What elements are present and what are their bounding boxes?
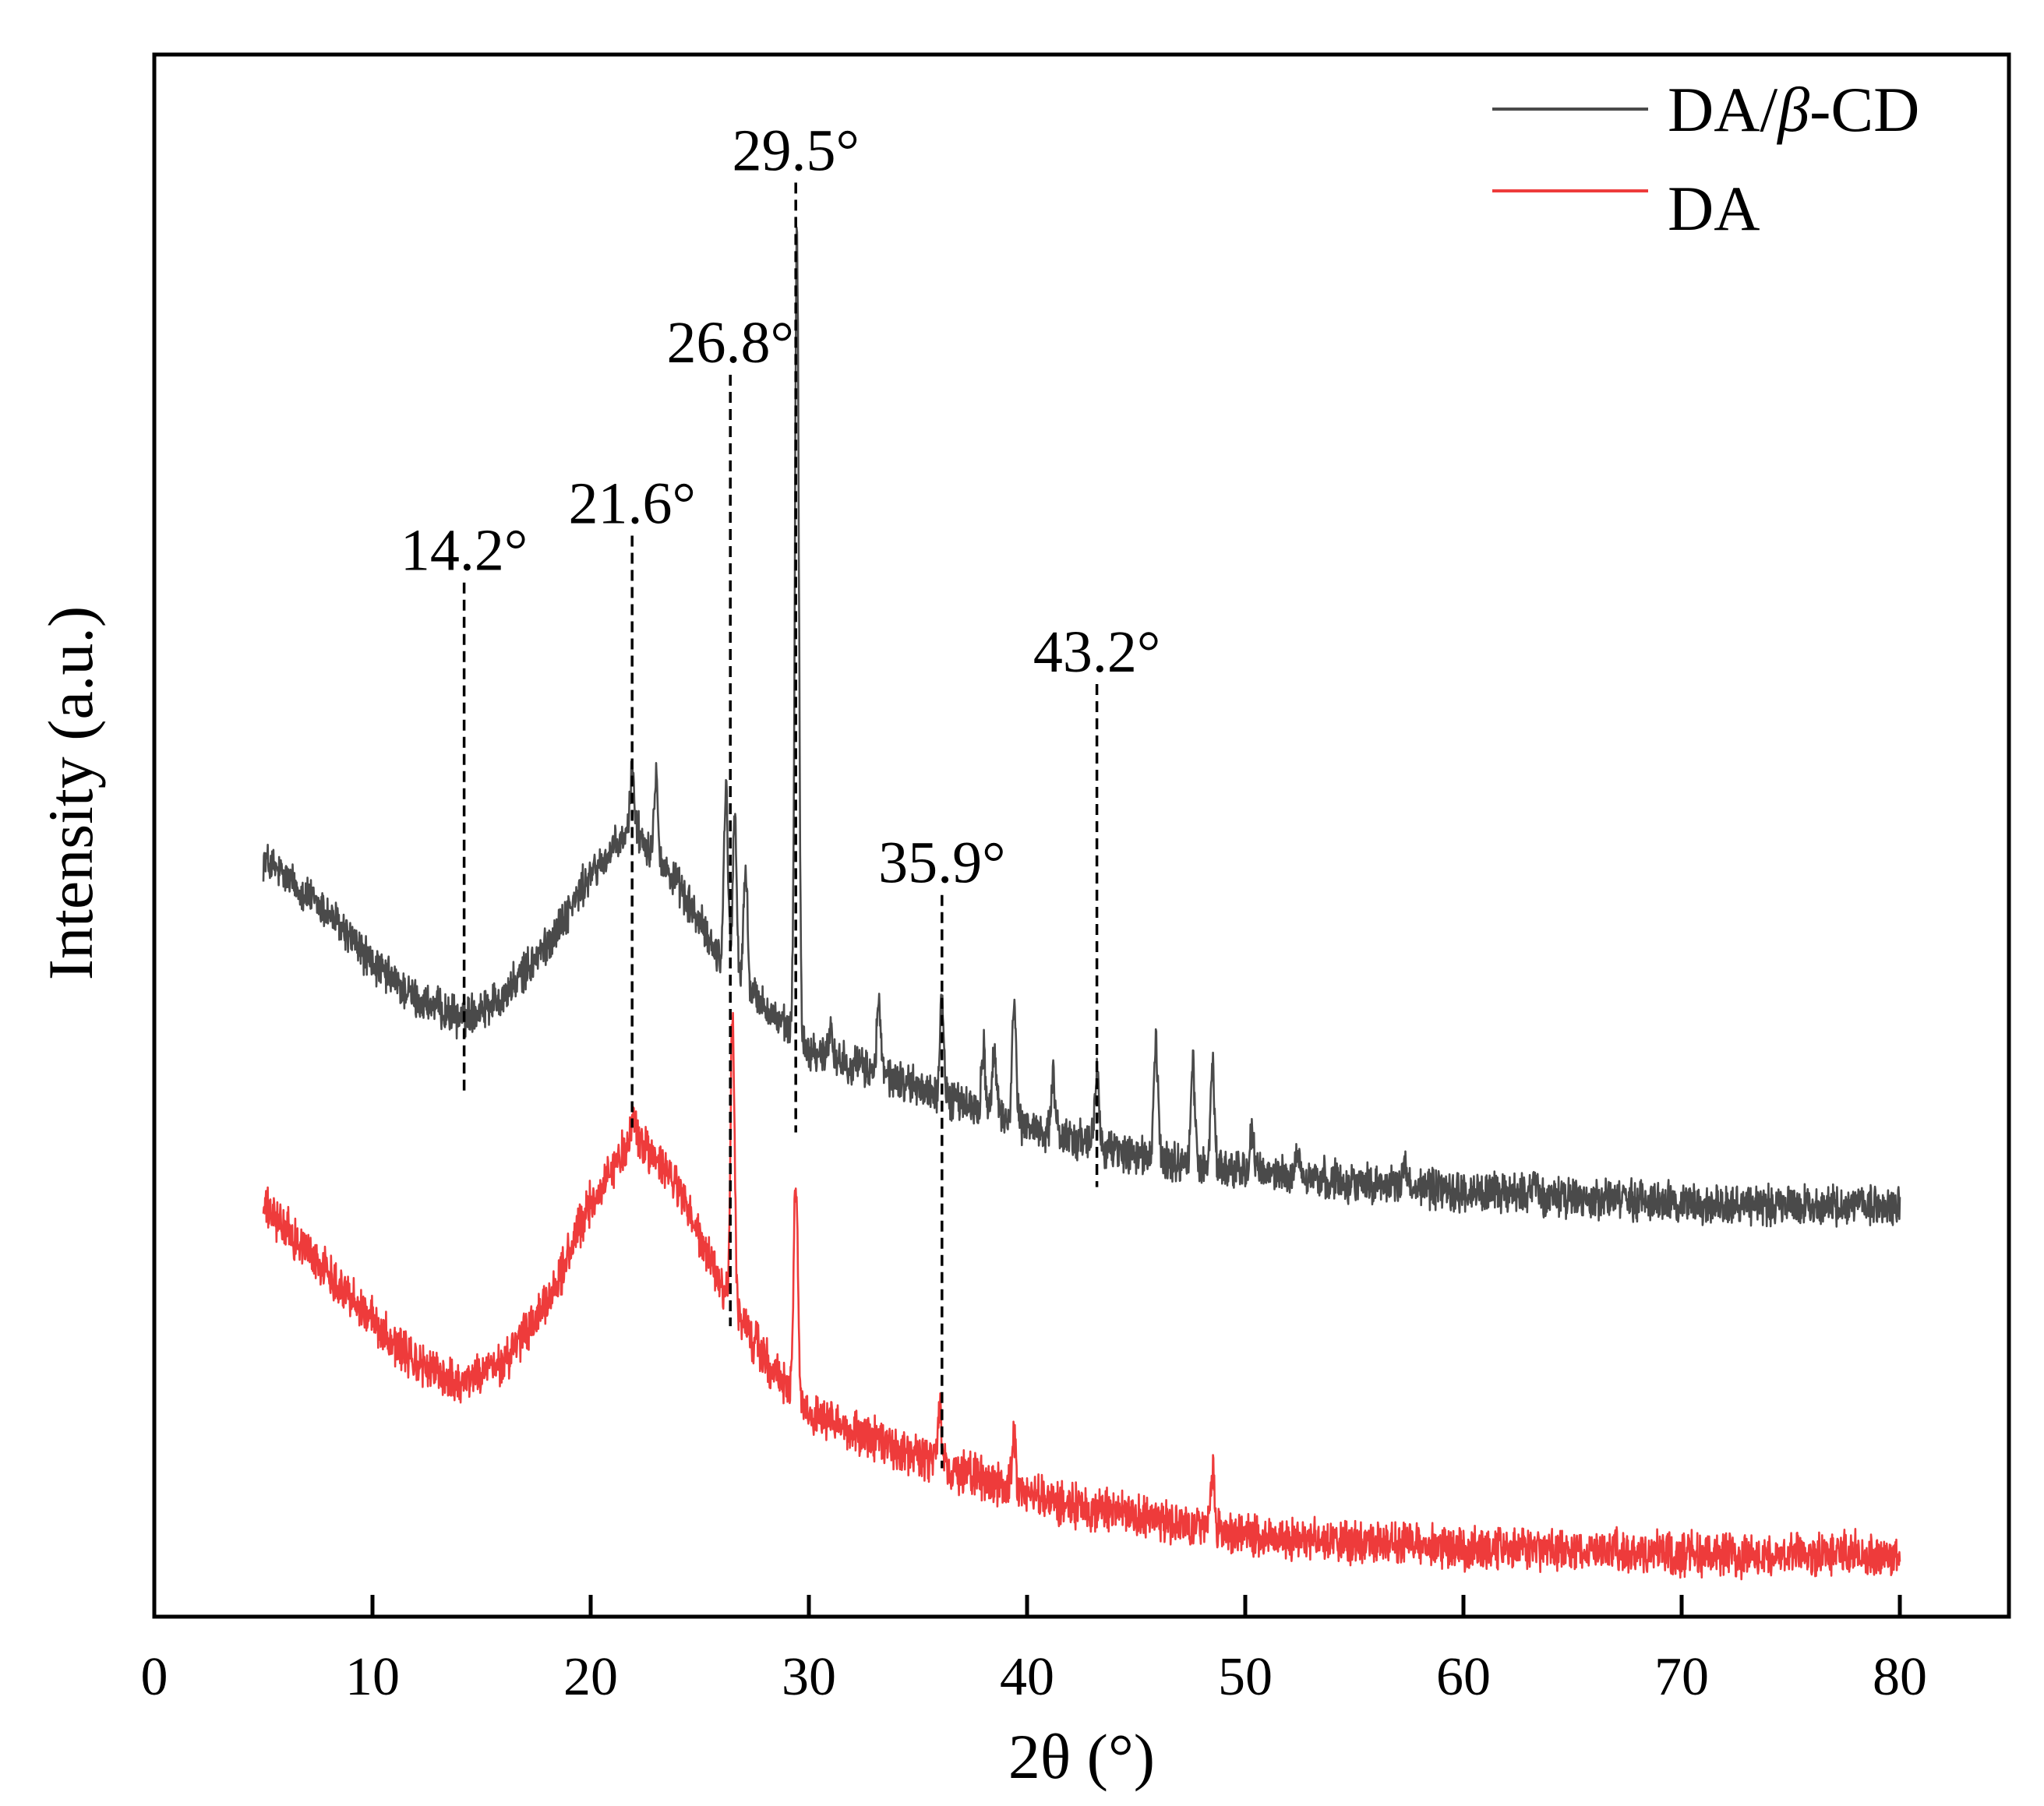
peak-label: 14.2°: [401, 518, 528, 584]
x-axis-ticks: 0 10 20 30 40 50 60 70 80: [141, 1595, 1927, 1707]
legend-label-greek: β: [1776, 74, 1809, 145]
legend-label-da-beta-cd: DA/β-CD: [1668, 74, 1919, 145]
x-tick-label: 10: [345, 1647, 400, 1707]
peak-label: 35.9°: [878, 831, 1005, 896]
x-tick-label: 0: [141, 1647, 168, 1707]
peak-annotations: 14.2° 21.6° 26.8° 29.5° 35.9° 43.2°: [401, 118, 1160, 1469]
x-tick-label: 50: [1218, 1647, 1273, 1707]
y-axis-title: Intensity (a.u.): [35, 606, 106, 980]
legend-label-suffix: -CD: [1809, 74, 1919, 145]
peak-label: 29.5°: [732, 118, 859, 183]
peak-label: 26.8°: [666, 310, 793, 376]
x-tick-label: 30: [782, 1647, 836, 1707]
series-layer: [262, 226, 1901, 1581]
peak-label: 43.2°: [1033, 619, 1160, 685]
legend-label-da: DA: [1668, 173, 1760, 244]
x-tick-label: 70: [1654, 1647, 1709, 1707]
legend: DA/β-CD DA: [1492, 74, 1919, 244]
peak-label: 21.6°: [568, 471, 695, 537]
plot-frame: [152, 52, 2011, 1619]
x-tick-label: 20: [563, 1647, 618, 1707]
x-tick-label: 60: [1436, 1647, 1491, 1707]
series-line-da: [262, 1011, 1901, 1581]
series-line-da-beta-cd: [262, 226, 1901, 1228]
x-tick-label: 40: [1000, 1647, 1054, 1707]
x-axis-title: 2θ (°): [1008, 1721, 1155, 1792]
legend-label-main: DA/: [1668, 74, 1777, 145]
x-tick-label: 80: [1873, 1647, 1927, 1707]
